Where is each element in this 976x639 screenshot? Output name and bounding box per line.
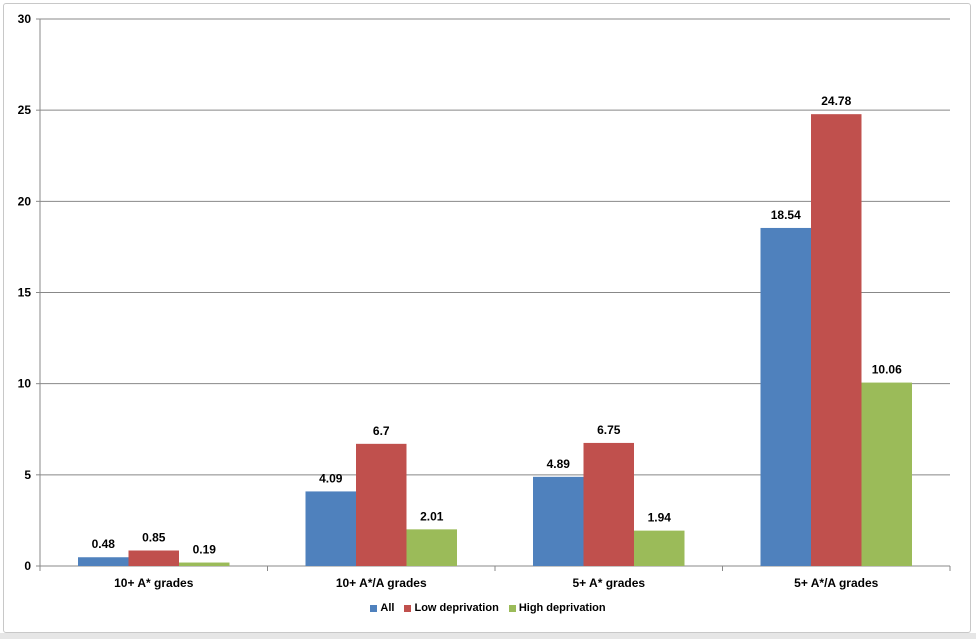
legend-item: High deprivation <box>508 602 606 614</box>
x-tick-label: 5+ A* grades <box>572 576 645 590</box>
bar-low-deprivation <box>356 443 407 566</box>
bar-low-deprivation <box>811 114 862 566</box>
legend: All Low deprivation High deprivation <box>0 602 976 614</box>
y-tick-label: 15 <box>18 286 32 300</box>
legend-label: All <box>380 602 395 614</box>
data-label: 24.78 <box>821 94 851 108</box>
data-label: 0.48 <box>92 537 116 551</box>
bar-high-deprivation <box>861 382 912 566</box>
bar-high-deprivation <box>406 529 457 566</box>
data-label: 10.06 <box>872 363 902 377</box>
bar-high-deprivation <box>179 562 230 566</box>
legend-swatch <box>370 604 378 612</box>
legend-swatch <box>508 604 516 612</box>
x-tick-label: 5+ A*/A grades <box>794 576 878 590</box>
legend-swatch <box>404 604 412 612</box>
bar-high-deprivation <box>634 530 685 566</box>
bar-low-deprivation <box>583 442 634 566</box>
x-tick-label: 10+ A*/A grades <box>336 576 427 590</box>
y-tick-label: 25 <box>18 103 32 117</box>
legend-label: High deprivation <box>518 602 606 614</box>
data-label: 18.54 <box>771 208 801 222</box>
legend-item: Low deprivation <box>404 602 499 614</box>
bar-all <box>760 227 811 567</box>
y-tick-label: 0 <box>24 559 31 573</box>
window-bottom-edge <box>0 633 976 639</box>
y-tick-label: 30 <box>18 12 32 26</box>
data-label: 4.89 <box>547 457 571 471</box>
legend-item: All <box>370 602 394 614</box>
bar-all <box>78 557 129 566</box>
data-label: 6.75 <box>597 423 621 437</box>
data-label: 0.19 <box>193 543 217 557</box>
bar-low-deprivation <box>128 550 179 566</box>
data-label: 4.09 <box>319 471 343 485</box>
x-tick-label: 10+ A* grades <box>114 576 194 590</box>
bar-all <box>305 491 356 566</box>
y-tick-label: 10 <box>18 377 32 391</box>
data-label: 0.85 <box>142 531 166 545</box>
legend-label: Low deprivation <box>414 602 499 614</box>
y-tick-label: 5 <box>24 468 31 482</box>
data-label: 1.94 <box>648 511 672 525</box>
data-label: 2.01 <box>420 509 444 523</box>
bar-all <box>533 476 584 566</box>
y-tick-label: 20 <box>18 194 32 208</box>
data-label: 6.7 <box>373 424 390 438</box>
